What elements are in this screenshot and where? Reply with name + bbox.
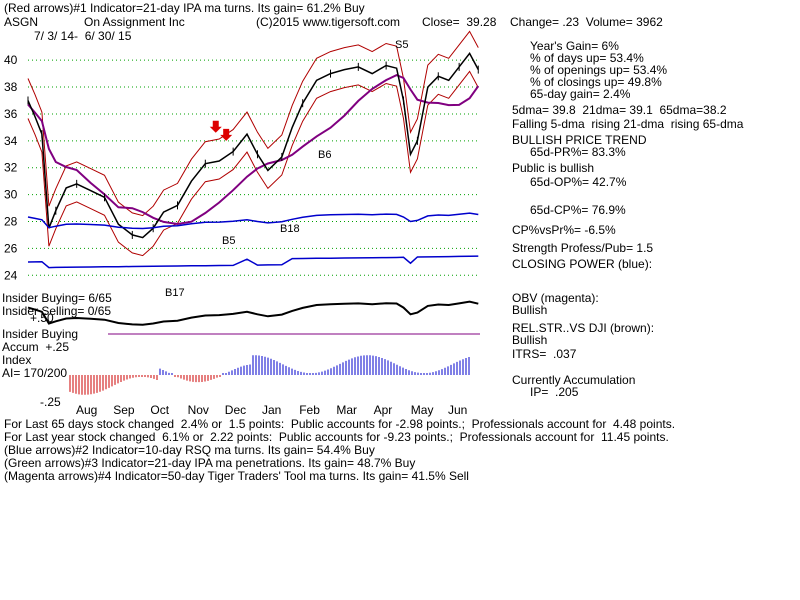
y-tick-label: 32	[4, 161, 18, 175]
upper-band-line	[27, 30, 479, 217]
op65: 65d-OP%= 42.7%	[530, 175, 627, 189]
days-up: % of days up= 53.4%	[530, 51, 644, 65]
obv-line	[27, 300, 479, 326]
cp-vs-pr: CP%vsPr%= -6.5%	[512, 223, 616, 237]
index-label: Index	[2, 353, 32, 367]
copyright: (C)2015 www.tigersoft.com	[256, 15, 401, 29]
y-tick-label: 26	[4, 241, 18, 255]
x-tick-label: Aug	[76, 403, 97, 417]
signal-label: B17	[165, 287, 185, 299]
x-tick-label: May	[411, 403, 434, 417]
x-tick-label: Sep	[113, 403, 135, 417]
indicator-1-title: (Red arrows)#1 Indicator=21-day IPA ma t…	[4, 1, 365, 15]
x-tick-label: Feb	[299, 403, 320, 417]
obv-label: OBV (magenta):	[512, 291, 599, 305]
moving-average-line	[27, 74, 480, 226]
insider-buying-2: Insider Buying	[2, 327, 79, 341]
x-tick-label: Nov	[188, 403, 209, 417]
change-volume: Change= .23 Volume= 3962	[510, 15, 663, 29]
insider-buying-1: Insider Buying= 6/65	[2, 291, 112, 305]
footer-line-3: (Blue arrows)#2 Indicator=10-day RSQ ma …	[4, 443, 375, 457]
openings-up: % of openings up= 53.4%	[530, 63, 668, 77]
y-tick-label: 36	[4, 107, 18, 121]
footer-line-1: For Last 65 days stock changed 2.4% or 1…	[4, 417, 676, 431]
x-tick-label: Mar	[336, 403, 357, 417]
x-tick-label: Apr	[374, 403, 393, 417]
signal-label: B5	[222, 235, 235, 247]
signal-label: S5	[395, 39, 408, 51]
accum-label: Accum +.25	[2, 340, 70, 354]
x-tick-label: Jan	[262, 403, 281, 417]
company-name: On Assignment Inc	[84, 15, 185, 29]
y-tick-label: 28	[4, 215, 18, 229]
y-tick-label: 40	[4, 53, 18, 67]
bullish-trend: BULLISH PRICE TREND	[512, 133, 647, 147]
accumulation-status: Currently Accumulation	[512, 373, 636, 387]
x-tick-label: Jun	[448, 403, 467, 417]
x-tick-label: Oct	[150, 403, 169, 417]
signal-label: B18	[280, 223, 300, 235]
sell-arrow	[220, 128, 233, 141]
y-tick-label: 30	[4, 188, 18, 202]
price-line	[27, 52, 479, 239]
relstr-value: Bullish	[512, 333, 548, 347]
y-tick-label: 24	[4, 268, 18, 282]
y-tick-label: 34	[4, 134, 18, 148]
close-price: Close= 39.28	[422, 15, 497, 29]
signal-label: B6	[318, 149, 331, 161]
ticker: ASGN	[4, 15, 39, 29]
insider-selling: Insider Selling= 0/65	[2, 304, 112, 318]
public-bullish: Public is bullish	[512, 161, 595, 175]
pr65: 65d-PR%= 83.3%	[530, 145, 626, 159]
footer-line-2: For Last year stock changed 6.1% or 2.22…	[4, 430, 669, 444]
ip-value: IP= .205	[530, 385, 579, 399]
closings-up: % of closings up= 49.8%	[530, 75, 662, 89]
relstr-label: REL.STR..VS DJI (brown):	[512, 321, 655, 335]
relative-strength-line	[27, 255, 479, 269]
date-range: 7/ 3/ 14- 6/ 30/ 15	[34, 29, 132, 43]
x-tick-label: Dec	[225, 403, 246, 417]
cp65: 65d-CP%= 76.9%	[530, 203, 626, 217]
plus50: +.50	[30, 311, 54, 325]
sell-arrow	[209, 120, 222, 133]
y-tick-label: 38	[4, 80, 18, 94]
years-gain: Year's Gain= 6%	[530, 39, 619, 53]
itrs: ITRS= .037	[512, 347, 577, 361]
footer-line-4: (Green arrows)#3 Indicator=21-day IPA ma…	[4, 456, 416, 470]
trend-line: Falling 5-dma rising 21-dma rising 65-dm…	[512, 117, 744, 131]
footer-line-5: (Magenta arrows)#4 Indicator=50-day Tige…	[4, 469, 469, 483]
minus25: -.25	[40, 395, 61, 409]
strength: Strength Profess/Pub= 1.5	[512, 241, 654, 255]
ai-label: AI= 170/200	[2, 366, 68, 380]
day65-gain: 65-day gain= 2.4%	[530, 87, 631, 101]
closing-power-label: CLOSING POWER (blue):	[512, 257, 653, 271]
lower-band-line	[27, 70, 479, 257]
closing-power-line	[27, 212, 479, 230]
obv-value: Bullish	[512, 303, 548, 317]
dma-values: 5dma= 39.8 21dma= 39.1 65dma=38.2	[512, 103, 727, 117]
